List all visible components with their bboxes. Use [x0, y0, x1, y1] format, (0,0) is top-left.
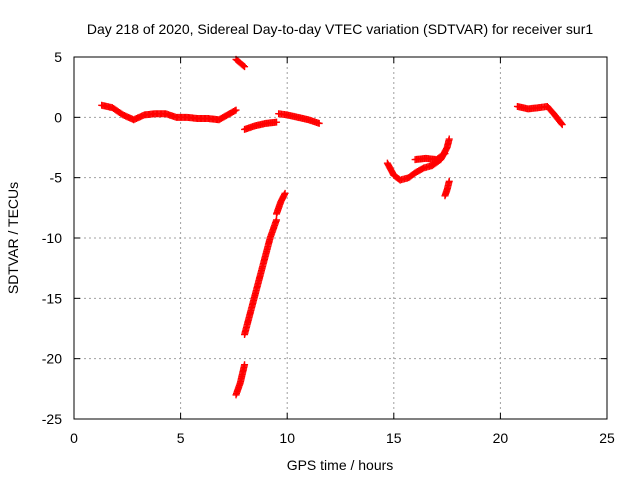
x-tick-label: 10 — [279, 430, 295, 446]
y-tick-label: -25 — [42, 411, 62, 427]
x-tick-label: 0 — [70, 430, 78, 446]
data-series — [98, 55, 566, 399]
data-point-marker — [232, 106, 240, 114]
series-arc-9 — [411, 150, 449, 164]
series-arc-2 — [232, 55, 249, 71]
series-arc-8 — [383, 135, 453, 184]
series-arc-4 — [275, 110, 323, 127]
data-point-marker — [241, 361, 249, 369]
y-tick-label: -10 — [42, 230, 62, 246]
series-arc-3 — [241, 118, 281, 133]
data-point-marker — [241, 63, 249, 71]
x-tick-label: 20 — [493, 430, 509, 446]
data-point-marker — [557, 119, 565, 127]
x-tick-label: 15 — [386, 430, 402, 446]
series-arc-6 — [241, 216, 281, 339]
data-point-marker — [315, 119, 323, 127]
data-point-marker — [281, 189, 289, 197]
data-point-marker — [273, 216, 281, 224]
data-point-marker — [440, 150, 448, 158]
y-axis-label: SDTVAR / TECUs — [5, 182, 21, 294]
series-arc-7 — [273, 189, 289, 218]
data-point-marker — [445, 135, 453, 143]
y-tick-label: -15 — [42, 290, 62, 306]
y-tick-label: 0 — [54, 109, 62, 125]
series-arc-1 — [98, 101, 240, 124]
data-point-marker — [445, 177, 453, 185]
data-point-marker — [441, 150, 449, 158]
y-tick-label: -5 — [50, 170, 63, 186]
series-arc-10 — [441, 177, 453, 200]
data-point-marker — [558, 121, 566, 129]
y-tick-label: -20 — [42, 351, 62, 367]
data-point-marker — [239, 62, 247, 70]
axis-ticks: 0 5 10 15 20 25 -25 -20 -15 -10 -5 0 5 — [42, 49, 615, 446]
x-tick-label: 5 — [177, 430, 185, 446]
x-axis-label: GPS time / hours — [287, 457, 394, 473]
x-tick-label: 25 — [599, 430, 615, 446]
y-tick-label: 5 — [54, 49, 62, 65]
series-arc-11 — [513, 102, 566, 129]
chart-title: Day 218 of 2020, Sidereal Day-to-day VTE… — [87, 21, 593, 37]
data-point-marker — [273, 118, 281, 126]
series-arc-5 — [232, 361, 249, 399]
